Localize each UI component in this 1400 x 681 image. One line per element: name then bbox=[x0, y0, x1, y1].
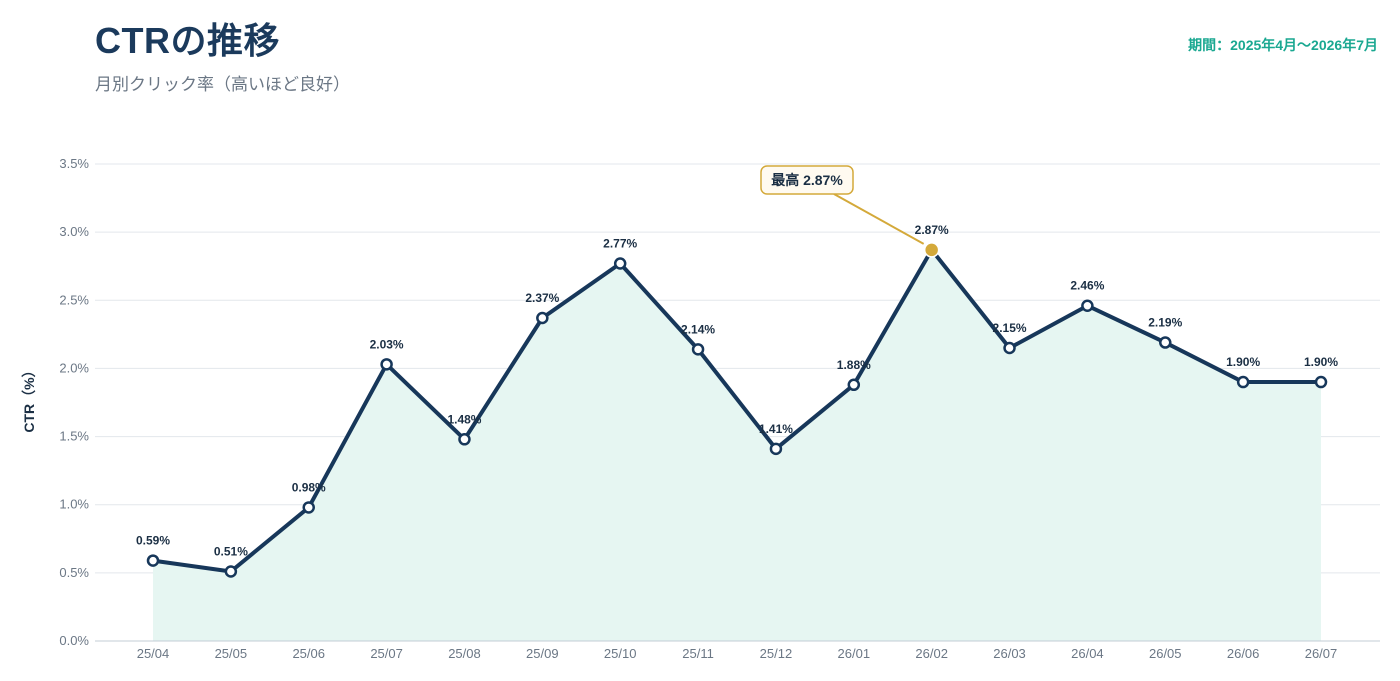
data-label: 2.14% bbox=[681, 322, 715, 336]
x-tick-label: 26/04 bbox=[1071, 646, 1104, 661]
x-axis-ticks: 25/04 25/05 25/06 25/07 25/08 25/09 25/10 25/11… bbox=[137, 646, 1338, 661]
x-tick-label: 26/06 bbox=[1227, 646, 1260, 661]
max-callout: 最高 2.87% bbox=[760, 165, 854, 195]
data-point bbox=[613, 257, 627, 270]
y-tick-label: 1.0% bbox=[59, 497, 89, 512]
x-tick-label: 25/04 bbox=[137, 646, 170, 661]
x-tick-label: 25/08 bbox=[448, 646, 481, 661]
data-label: 1.88% bbox=[837, 358, 871, 372]
data-label: 2.03% bbox=[370, 337, 404, 351]
area-fill bbox=[153, 249, 1321, 642]
series-line bbox=[152, 247, 1321, 574]
y-axis-ticks: 0.0% 0.5% 1.0% 1.5% 2.0% 2.5% 3.0% 3.5% bbox=[59, 156, 89, 648]
data-point bbox=[224, 565, 238, 578]
chart-subtitle: 月別クリック率（高いほど良好） bbox=[95, 75, 350, 94]
x-tick-label: 26/03 bbox=[993, 646, 1026, 661]
data-point bbox=[769, 442, 783, 456]
data-label: 0.59% bbox=[136, 534, 170, 548]
data-labels: 0.59% 0.51% 0.98% 2.03% 1.48% 2.37% 2.77% 2.14%… bbox=[136, 223, 1338, 559]
data-point bbox=[691, 343, 705, 356]
data-label: 1.90% bbox=[1226, 355, 1260, 369]
data-point bbox=[380, 358, 393, 371]
x-tick-label: 25/06 bbox=[292, 646, 325, 661]
x-tick-label: 26/07 bbox=[1305, 646, 1338, 661]
data-point bbox=[302, 501, 315, 514]
data-label: 2.15% bbox=[993, 321, 1027, 335]
data-point bbox=[146, 554, 160, 567]
y-axis-label: CTR（%） bbox=[21, 363, 37, 432]
data-label: 2.77% bbox=[603, 236, 637, 250]
x-tick-label: 25/12 bbox=[760, 646, 793, 661]
chart-title: CTRの推移 bbox=[95, 20, 280, 61]
data-point bbox=[847, 378, 861, 392]
data-points bbox=[146, 242, 1328, 578]
x-tick-label: 25/07 bbox=[370, 646, 403, 661]
data-label: 1.48% bbox=[447, 412, 481, 426]
callout-leader-line bbox=[833, 193, 925, 245]
callout-box bbox=[760, 165, 854, 195]
y-tick-label: 2.5% bbox=[59, 292, 89, 307]
data-label: 0.98% bbox=[292, 480, 326, 494]
data-point bbox=[1236, 375, 1250, 389]
x-tick-label: 26/05 bbox=[1149, 646, 1182, 661]
y-tick-label: 0.0% bbox=[59, 633, 89, 648]
x-tick-label: 25/11 bbox=[682, 646, 714, 661]
x-tick-label: 26/01 bbox=[838, 646, 871, 661]
data-label: 1.41% bbox=[759, 422, 793, 436]
y-tick-label: 2.0% bbox=[59, 360, 89, 375]
x-tick-label: 26/02 bbox=[915, 646, 948, 661]
data-point bbox=[1159, 336, 1172, 349]
data-label: 2.87% bbox=[915, 223, 949, 237]
data-label: 0.51% bbox=[214, 544, 248, 558]
data-point-max bbox=[923, 242, 940, 258]
data-label: 1.90% bbox=[1304, 355, 1338, 369]
y-tick-label: 3.0% bbox=[59, 224, 89, 239]
data-point bbox=[1314, 375, 1328, 389]
data-point bbox=[1003, 341, 1016, 355]
period-label: 期間：2025年4月〜2026年7月 bbox=[1188, 37, 1378, 53]
data-point bbox=[458, 433, 471, 446]
y-tick-label: 3.5% bbox=[59, 156, 89, 171]
y-tick-label: 0.5% bbox=[59, 565, 89, 580]
data-label: 2.37% bbox=[525, 291, 559, 305]
data-label: 2.46% bbox=[1070, 279, 1104, 293]
callout-text: 最高 2.87% bbox=[771, 172, 843, 188]
x-tick-label: 25/10 bbox=[604, 646, 637, 661]
x-tick-label: 25/05 bbox=[215, 646, 248, 661]
y-tick-label: 1.5% bbox=[59, 429, 89, 444]
x-tick-label: 25/09 bbox=[526, 646, 559, 661]
data-label: 2.19% bbox=[1148, 316, 1182, 330]
data-point bbox=[1081, 299, 1094, 312]
data-point bbox=[536, 311, 549, 325]
